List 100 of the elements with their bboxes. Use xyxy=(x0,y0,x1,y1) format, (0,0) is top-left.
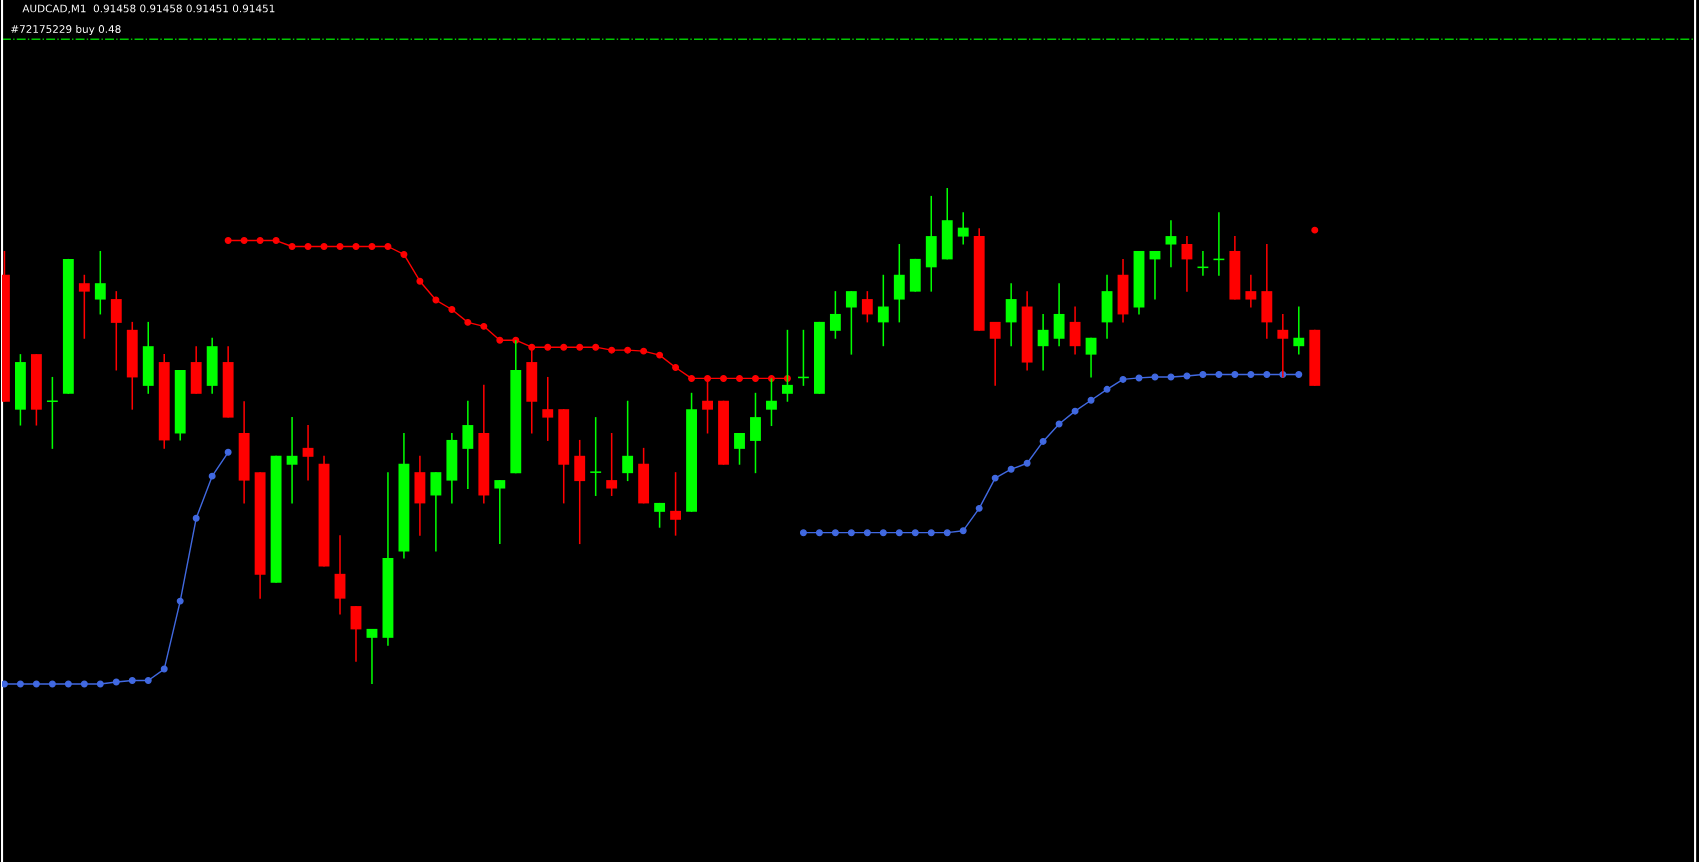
point xyxy=(176,597,184,605)
point xyxy=(672,364,680,371)
candlestick xyxy=(494,479,506,545)
point xyxy=(752,374,759,382)
point xyxy=(448,306,456,313)
point xyxy=(736,374,743,382)
point xyxy=(224,448,232,456)
candlestick xyxy=(750,392,761,474)
point xyxy=(480,322,488,330)
point xyxy=(320,243,328,250)
candlestick xyxy=(861,290,873,324)
point xyxy=(879,529,887,537)
point xyxy=(256,237,264,245)
candlestick xyxy=(1293,305,1305,356)
point xyxy=(1215,370,1223,378)
point xyxy=(927,529,935,537)
point xyxy=(831,529,839,537)
point xyxy=(288,243,296,250)
candlestick xyxy=(957,211,969,246)
point xyxy=(464,318,472,326)
candlestick xyxy=(989,321,1001,387)
point xyxy=(368,243,376,250)
point xyxy=(1231,370,1239,378)
point xyxy=(576,343,584,351)
point xyxy=(959,527,967,535)
point xyxy=(1263,370,1271,378)
point xyxy=(96,680,104,688)
candlestick xyxy=(1245,274,1257,309)
point xyxy=(1183,372,1191,380)
point xyxy=(224,237,232,245)
point xyxy=(863,529,871,537)
point xyxy=(1071,407,1079,415)
point xyxy=(64,680,72,688)
ref-line-label: #72175229 buy 0.48 xyxy=(11,24,121,36)
point xyxy=(544,343,552,351)
point xyxy=(624,346,632,354)
point xyxy=(1167,373,1175,381)
point xyxy=(384,243,392,250)
point xyxy=(304,243,312,250)
point xyxy=(2,680,8,688)
candlestick xyxy=(766,377,777,427)
candlestick xyxy=(462,399,474,490)
candlestick xyxy=(110,290,122,372)
point xyxy=(416,277,424,285)
point xyxy=(975,504,983,512)
point xyxy=(160,665,168,673)
point xyxy=(1199,370,1207,378)
point xyxy=(1055,420,1063,428)
point xyxy=(656,351,664,359)
point xyxy=(991,474,999,482)
candlestick xyxy=(542,376,554,442)
candlestick xyxy=(350,605,362,663)
candlestick xyxy=(430,471,442,553)
point xyxy=(112,678,120,686)
point xyxy=(144,677,152,684)
point xyxy=(704,374,712,382)
point xyxy=(943,529,951,537)
candlestick xyxy=(622,399,634,482)
point xyxy=(847,529,855,537)
point xyxy=(496,336,504,344)
point xyxy=(32,680,40,688)
point xyxy=(48,680,56,688)
point xyxy=(911,529,919,537)
point xyxy=(272,237,280,245)
point xyxy=(1023,459,1031,467)
point xyxy=(336,243,344,250)
candlestick xyxy=(302,424,314,482)
candlestick xyxy=(78,274,90,340)
point xyxy=(592,343,600,351)
candlestick xyxy=(366,628,378,685)
candlestick xyxy=(1181,235,1193,293)
point xyxy=(240,237,248,245)
point xyxy=(720,374,727,382)
candlestick xyxy=(1005,282,1017,347)
point xyxy=(799,529,807,537)
candlestick xyxy=(46,376,59,450)
candlestick xyxy=(286,416,298,505)
point xyxy=(400,250,408,258)
point xyxy=(432,296,440,304)
point xyxy=(1247,370,1255,378)
point xyxy=(1039,437,1047,445)
candlestick xyxy=(94,250,106,316)
point xyxy=(80,680,88,688)
candlestick xyxy=(606,432,618,497)
point xyxy=(895,529,903,537)
candlestick xyxy=(1037,313,1049,372)
point xyxy=(560,343,568,351)
point xyxy=(16,680,24,688)
point xyxy=(1087,396,1095,404)
point xyxy=(688,374,696,382)
point xyxy=(1295,370,1303,378)
point xyxy=(1151,373,1159,381)
candlestick xyxy=(829,290,841,340)
point xyxy=(815,529,823,537)
point xyxy=(208,472,216,480)
candlestick xyxy=(1085,336,1097,379)
point xyxy=(608,346,616,354)
chart-title: AUDCAD,M1 0.91458 0.91458 0.91451 0.91451 xyxy=(22,4,275,14)
point xyxy=(1007,465,1015,473)
point xyxy=(128,677,136,684)
